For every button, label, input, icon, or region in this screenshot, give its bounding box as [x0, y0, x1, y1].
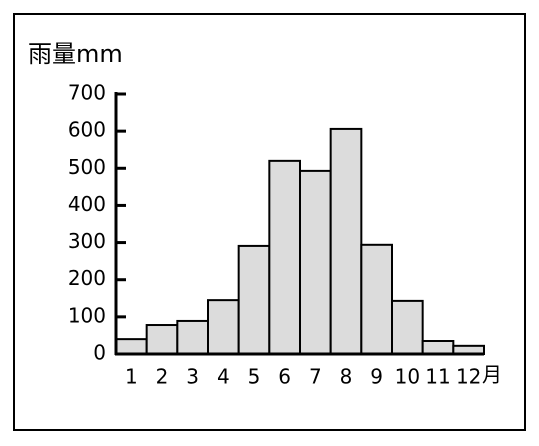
y-tick-label: 400 [68, 192, 106, 216]
x-tick-label: 4 [217, 365, 230, 389]
y-tick-label: 500 [68, 155, 106, 179]
bar [329, 127, 363, 355]
y-tick-label: 200 [68, 266, 106, 290]
bar [237, 244, 271, 356]
x-axis-label: 月 [482, 363, 502, 387]
bar [299, 169, 332, 355]
y-tick-label: 100 [68, 303, 106, 327]
x-tick-label: 12 [456, 365, 481, 389]
y-tick-label: 700 [68, 81, 106, 105]
x-tick-label: 3 [186, 365, 199, 389]
bar [391, 299, 424, 355]
bar [145, 324, 179, 355]
x-tick-label: 2 [156, 365, 169, 389]
x-tick-label: 9 [370, 365, 383, 389]
x-tick-label: 1 [125, 365, 138, 389]
y-tick-label: 0 [93, 341, 106, 365]
bar [176, 319, 209, 356]
bar [207, 299, 240, 355]
x-tick-label: 11 [425, 365, 450, 389]
x-tick-label: 6 [278, 365, 291, 389]
bar [268, 159, 302, 355]
y-axis-label: 雨量mm [28, 40, 123, 68]
x-tick-label: 10 [395, 365, 420, 389]
x-tick-label: 7 [309, 365, 322, 389]
bar [115, 338, 148, 355]
bar [421, 340, 455, 355]
y-tick-label: 600 [68, 118, 106, 142]
x-tick-label: 8 [340, 365, 353, 389]
bar [360, 243, 394, 355]
y-tick-label: 300 [68, 229, 106, 253]
x-tick-label: 5 [248, 365, 261, 389]
